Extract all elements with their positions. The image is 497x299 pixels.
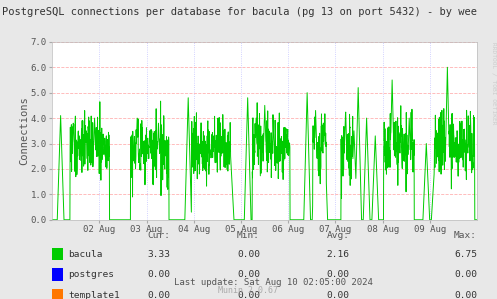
Text: 3.33: 3.33 xyxy=(148,250,170,259)
Text: 0.00: 0.00 xyxy=(148,291,170,299)
Text: 0.00: 0.00 xyxy=(327,291,349,299)
Text: 0.00: 0.00 xyxy=(237,250,260,259)
Text: RRDTOOL / TOBI OETIKER: RRDTOOL / TOBI OETIKER xyxy=(491,42,496,125)
Text: 0.00: 0.00 xyxy=(454,291,477,299)
Text: PostgreSQL connections per database for bacula (pg 13 on port 5432) - by wee: PostgreSQL connections per database for … xyxy=(2,7,478,17)
Text: 2.16: 2.16 xyxy=(327,250,349,259)
Text: Min:: Min: xyxy=(237,231,260,240)
Text: 0.00: 0.00 xyxy=(237,291,260,299)
Text: 0.00: 0.00 xyxy=(148,270,170,279)
Text: 0.00: 0.00 xyxy=(327,270,349,279)
Text: Last update: Sat Aug 10 02:05:00 2024: Last update: Sat Aug 10 02:05:00 2024 xyxy=(174,278,373,287)
Y-axis label: Connections: Connections xyxy=(19,97,29,165)
Text: 0.00: 0.00 xyxy=(454,270,477,279)
Text: postgres: postgres xyxy=(68,270,114,279)
Text: bacula: bacula xyxy=(68,250,102,259)
Text: Munin 2.0.67: Munin 2.0.67 xyxy=(219,286,278,295)
Text: Max:: Max: xyxy=(454,231,477,240)
Text: Cur:: Cur: xyxy=(148,231,170,240)
Text: template1: template1 xyxy=(68,291,120,299)
Text: 6.75: 6.75 xyxy=(454,250,477,259)
Text: Avg:: Avg: xyxy=(327,231,349,240)
Text: 0.00: 0.00 xyxy=(237,270,260,279)
